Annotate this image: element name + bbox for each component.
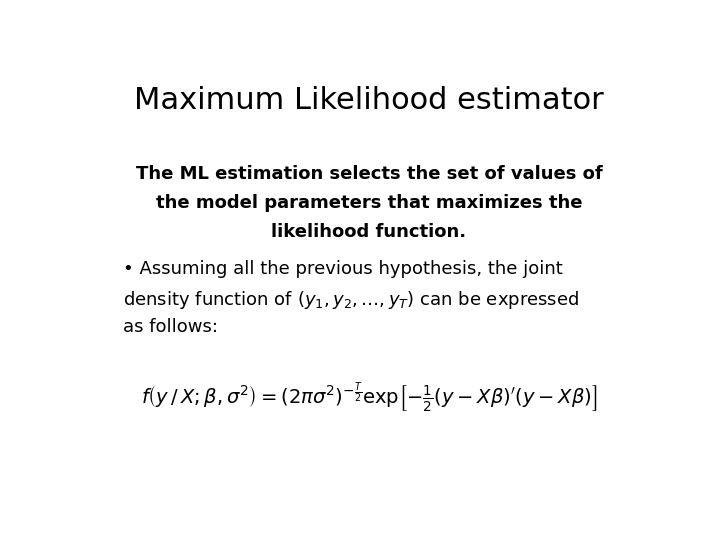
Text: the model parameters that maximizes the: the model parameters that maximizes the [156, 194, 582, 212]
Text: • Assuming all the previous hypothesis, the joint: • Assuming all the previous hypothesis, … [124, 260, 563, 278]
Text: $f\left(y\,/\,X;\beta,\sigma^2\right)=\left(2\pi\sigma^2\right)^{-\frac{T}{2}}\e: $f\left(y\,/\,X;\beta,\sigma^2\right)=\l… [141, 380, 597, 415]
Text: The ML estimation selects the set of values of: The ML estimation selects the set of val… [135, 165, 603, 183]
Text: likelihood function.: likelihood function. [271, 223, 467, 241]
Text: Maximum Likelihood estimator: Maximum Likelihood estimator [134, 85, 604, 114]
Text: density function of $(y_1, y_2, \ldots, y_T)$ can be expressed: density function of $(y_1, y_2, \ldots, … [124, 289, 580, 312]
Text: as follows:: as follows: [124, 319, 218, 336]
